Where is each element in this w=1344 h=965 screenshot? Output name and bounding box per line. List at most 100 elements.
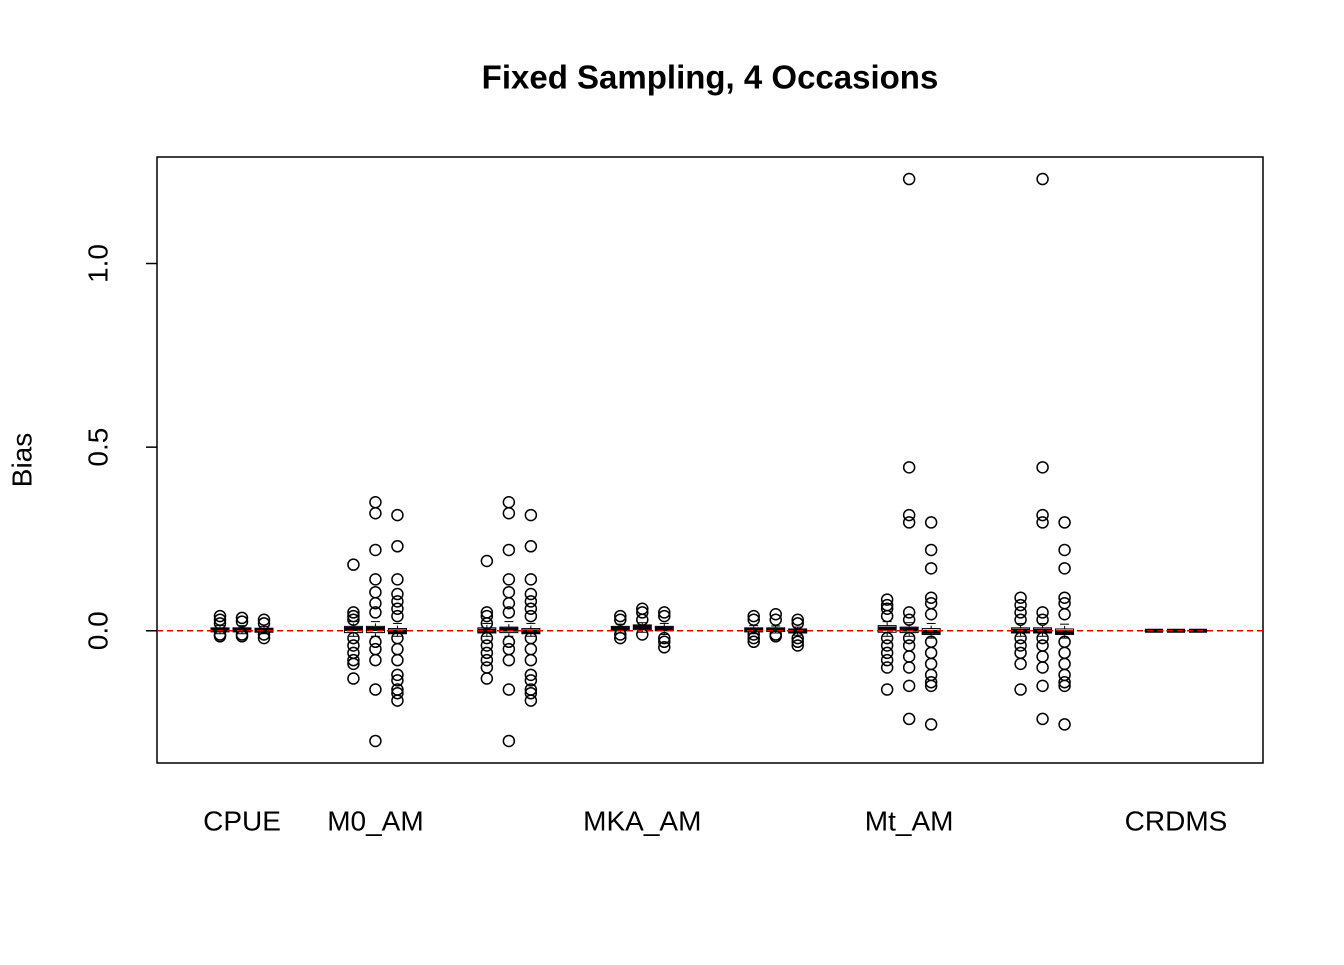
outlier — [791, 617, 804, 630]
outlier — [902, 661, 916, 674]
outlier — [1014, 683, 1027, 696]
outlier — [480, 661, 494, 674]
outlier — [769, 608, 782, 621]
x-tick-label: Mt_AM — [865, 805, 954, 836]
outlier — [1058, 679, 1071, 693]
outlier — [213, 613, 227, 627]
outlier — [747, 635, 760, 649]
outlier — [1014, 591, 1027, 604]
outlier — [1058, 543, 1071, 557]
outlier — [658, 609, 671, 623]
outlier — [902, 631, 916, 645]
outlier — [524, 540, 538, 553]
outlier — [658, 631, 671, 645]
outlier — [1036, 631, 1049, 645]
outlier — [614, 628, 627, 641]
outlier — [924, 591, 938, 604]
outlier — [924, 646, 938, 660]
outlier — [502, 642, 516, 656]
outlier — [524, 609, 538, 623]
outlier — [614, 631, 627, 645]
outlier — [791, 639, 804, 652]
chart-title: Fixed Sampling, 4 Occasions — [482, 59, 939, 96]
outlier — [347, 558, 360, 571]
outlier — [391, 668, 404, 682]
outlier — [791, 631, 804, 645]
outlier — [524, 694, 538, 707]
outlier — [769, 630, 782, 643]
outlier — [502, 543, 516, 557]
outlier — [1058, 608, 1071, 621]
outlier — [902, 679, 916, 693]
outlier — [1036, 679, 1049, 693]
outlier — [502, 635, 516, 649]
outlier — [902, 516, 916, 529]
outlier — [880, 639, 894, 652]
y-tick-label: 1.0 — [82, 244, 113, 283]
outlier — [524, 653, 538, 667]
outlier — [391, 686, 404, 700]
outlier — [369, 573, 382, 586]
outlier — [747, 631, 760, 645]
outlier — [369, 495, 382, 509]
outlier — [636, 628, 649, 641]
outlier — [524, 587, 538, 601]
y-axis-label: Bias — [6, 433, 37, 487]
outlier — [235, 611, 249, 625]
outlier — [502, 495, 516, 509]
outlier — [880, 653, 894, 667]
outlier — [880, 683, 894, 696]
outlier — [347, 631, 360, 645]
outlier — [924, 657, 938, 671]
outlier — [1036, 606, 1049, 619]
outlier — [924, 679, 938, 693]
outlier — [369, 585, 382, 599]
outlier — [658, 635, 671, 649]
outlier — [391, 642, 404, 656]
outlier — [1014, 606, 1027, 619]
outlier — [1014, 639, 1027, 652]
outlier — [480, 617, 494, 630]
outlier — [524, 674, 538, 687]
outlier — [257, 613, 271, 627]
outlier — [1036, 508, 1049, 522]
outlier — [502, 734, 516, 748]
y-tick-label: 0.5 — [82, 428, 113, 467]
outlier — [502, 596, 516, 610]
outlier — [480, 672, 494, 685]
outlier — [1036, 712, 1049, 726]
outlier — [769, 613, 782, 627]
outlier — [791, 613, 804, 627]
outlier — [924, 608, 938, 621]
outlier — [880, 602, 894, 615]
x-tick-label: M0_AM — [327, 805, 423, 836]
outlier — [747, 609, 760, 623]
outlier — [1036, 516, 1049, 529]
outlier — [1036, 172, 1049, 186]
outlier — [1014, 631, 1027, 645]
outlier — [902, 613, 916, 627]
outlier — [1058, 657, 1071, 671]
outlier — [1036, 650, 1049, 663]
outlier — [347, 609, 360, 623]
outlier — [369, 596, 382, 610]
outlier — [391, 602, 404, 615]
outlier — [902, 650, 916, 663]
outlier — [1036, 461, 1049, 474]
outlier — [347, 653, 360, 667]
outlier — [369, 543, 382, 557]
outlier — [347, 606, 360, 619]
outlier — [1014, 646, 1027, 660]
outlier — [369, 683, 382, 696]
outlier — [1058, 718, 1071, 731]
outlier — [524, 686, 538, 700]
outlier — [902, 508, 916, 522]
outlier — [614, 609, 627, 623]
outlier — [924, 562, 938, 575]
outlier — [924, 543, 938, 557]
outlier — [369, 642, 382, 656]
outlier — [880, 661, 894, 674]
outlier — [658, 606, 671, 619]
outlier — [391, 573, 404, 586]
outlier — [1014, 613, 1027, 627]
